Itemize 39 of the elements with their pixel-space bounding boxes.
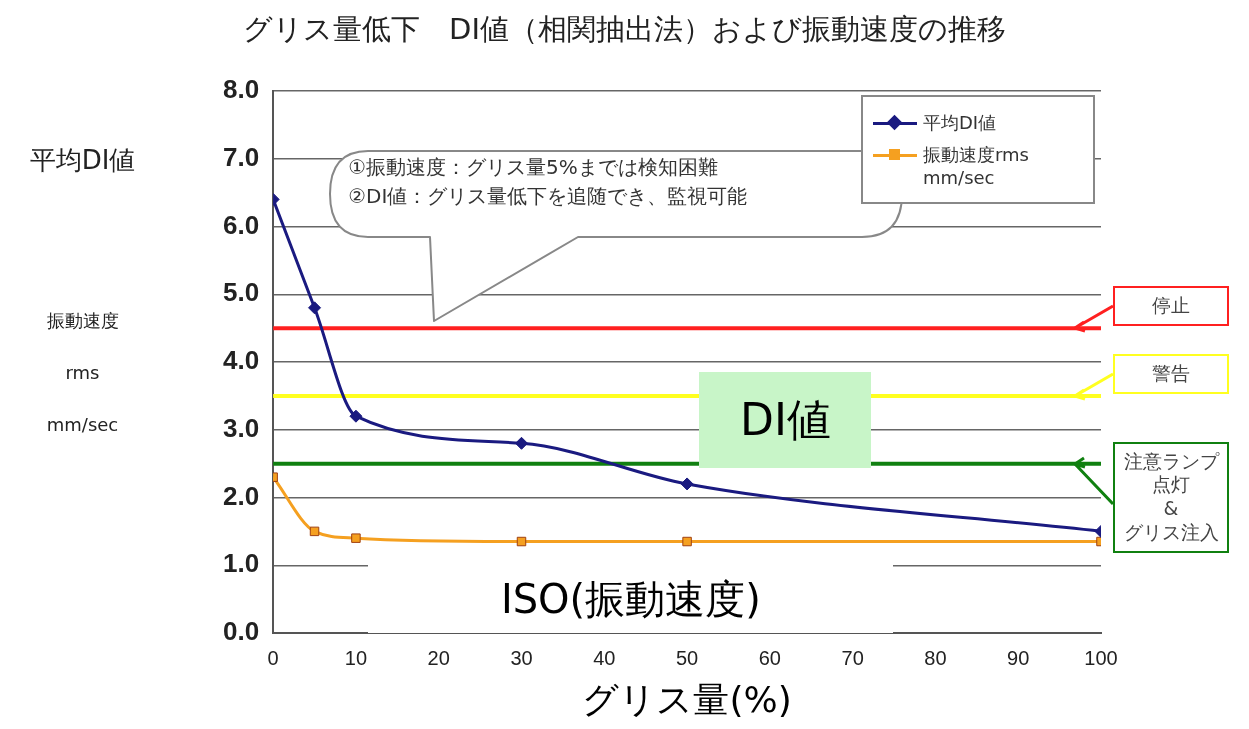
legend-label: 注意ランプ点灯 & グリス注入: [1113, 441, 1229, 553]
point: [351, 533, 361, 543]
point: [309, 526, 320, 537]
point: [308, 301, 322, 315]
x-tick-label: 50: [675, 646, 699, 669]
point: [680, 477, 694, 491]
annotation: ISO(振動速度): [368, 565, 894, 634]
text: 振動速度 rms mm/sec: [46, 310, 119, 436]
legend-label: 平均DI値: [923, 111, 997, 135]
point: [516, 536, 527, 547]
x-tick-label: 60: [758, 646, 781, 669]
y-axis-title: 平均DI値: [28, 143, 137, 177]
x-tick-label: 100: [1084, 646, 1118, 669]
chart-title: グリス量低下 DI値（相関抽出法）および振動速度の推移: [242, 11, 1007, 48]
y-tick-label: 7.0: [222, 141, 260, 172]
y-tick-label: 2.0: [222, 480, 260, 511]
x-tick-label: 90: [1007, 646, 1030, 669]
x-tick-label: 40: [593, 646, 616, 669]
y-tick-label: 0.0: [222, 616, 260, 647]
x-tick-label: 20: [427, 646, 450, 669]
x-tick-label: 70: [841, 646, 864, 669]
point: [682, 536, 692, 547]
x-tick-label: 80: [924, 646, 947, 669]
point: [349, 409, 363, 423]
point: [515, 436, 528, 450]
y-tick-label: 1.0: [222, 548, 260, 579]
legend-label: 振動速度rms mm/sec: [923, 143, 1030, 188]
y-tick-label: 8.0: [222, 74, 260, 105]
x-axis-title: グリス量(%): [581, 678, 793, 722]
y-tick-label: 4.0: [222, 345, 260, 376]
y-tick-label: 3.0: [222, 412, 260, 443]
legend-label: 停止: [1113, 286, 1229, 326]
x-tick-label: 10: [344, 646, 368, 669]
y-tick-label: 5.0: [222, 277, 260, 308]
x-tick-label: 30: [510, 646, 533, 669]
legend-label: 警告: [1113, 353, 1229, 394]
y-tick-label: 6.0: [222, 209, 260, 240]
x-tick-label: 0: [267, 646, 279, 669]
annotation: ①振動速度：グリス量5%までは検知困難 ②DI値：グリス量低下を追随でき、監視可能: [347, 153, 749, 210]
